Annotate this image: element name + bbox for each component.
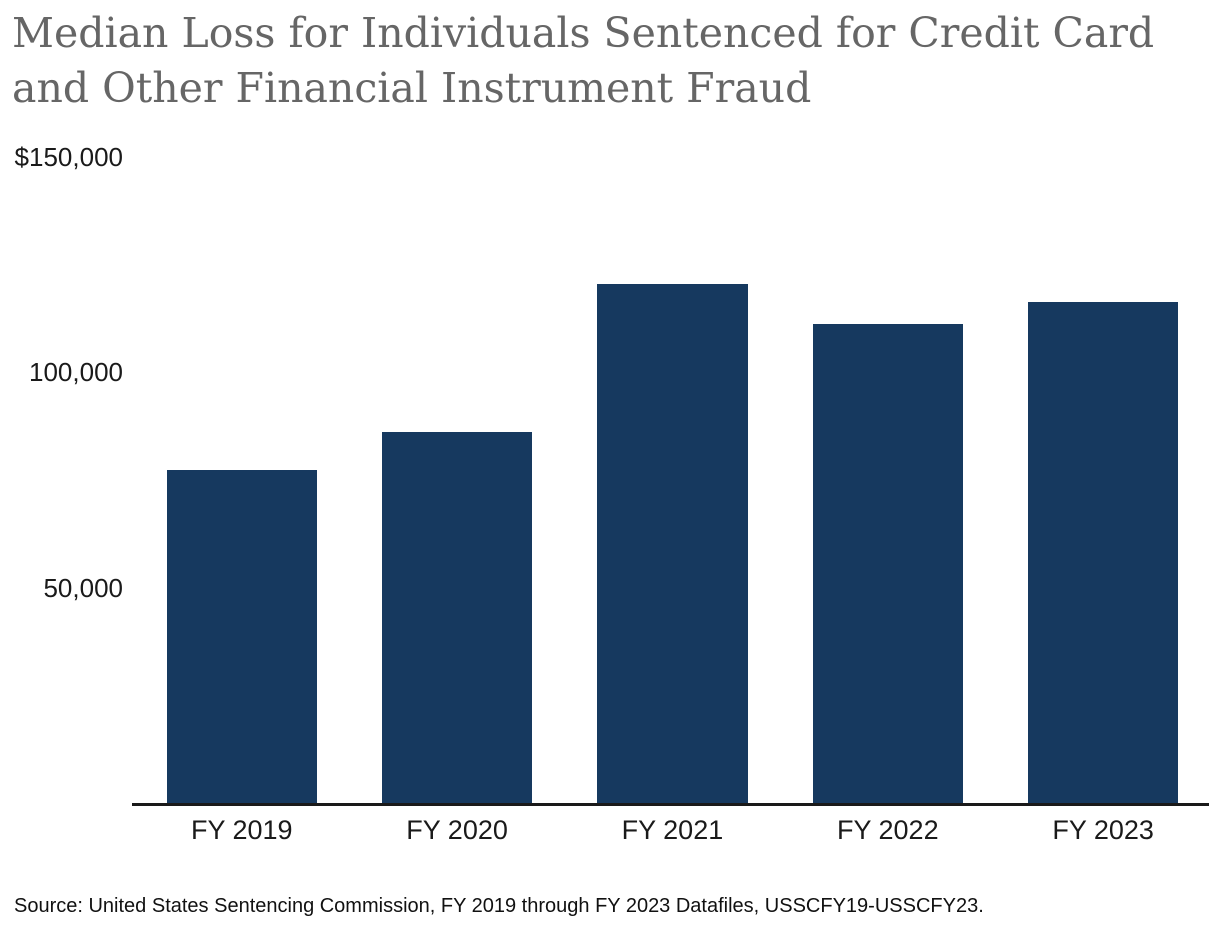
- x-axis-label-fy-2021: FY 2021: [621, 815, 724, 845]
- x-axis-label-fy-2019: FY 2019: [190, 815, 293, 845]
- source-note: Source: United States Sentencing Commiss…: [14, 895, 984, 917]
- bar-fy-2023: [1027, 301, 1179, 803]
- x-axis-line: [132, 803, 1209, 806]
- x-axis-label-fy-2022: FY 2022: [837, 815, 939, 845]
- y-axis-tick-label: 50,000: [43, 572, 123, 603]
- chart-title: Median Loss for Individuals Sentenced fo…: [12, 6, 1154, 116]
- bar-fy-2020: [381, 431, 533, 803]
- chart-title-line-2: and Other Financial Instrument Fraud: [12, 64, 812, 112]
- x-axis-label-fy-2023: FY 2023: [1052, 815, 1154, 845]
- bar-fy-2021: [597, 283, 748, 803]
- bar-fy-2022: [812, 324, 964, 803]
- y-axis-tick-label: 100,000: [29, 356, 123, 387]
- x-axis-label-fy-2020: FY 2020: [406, 815, 508, 845]
- chart-title-line-1: Median Loss for Individuals Sentenced fo…: [12, 9, 1155, 57]
- y-axis-tick-label: $150,000: [14, 141, 123, 172]
- bar-fy-2019: [166, 470, 317, 803]
